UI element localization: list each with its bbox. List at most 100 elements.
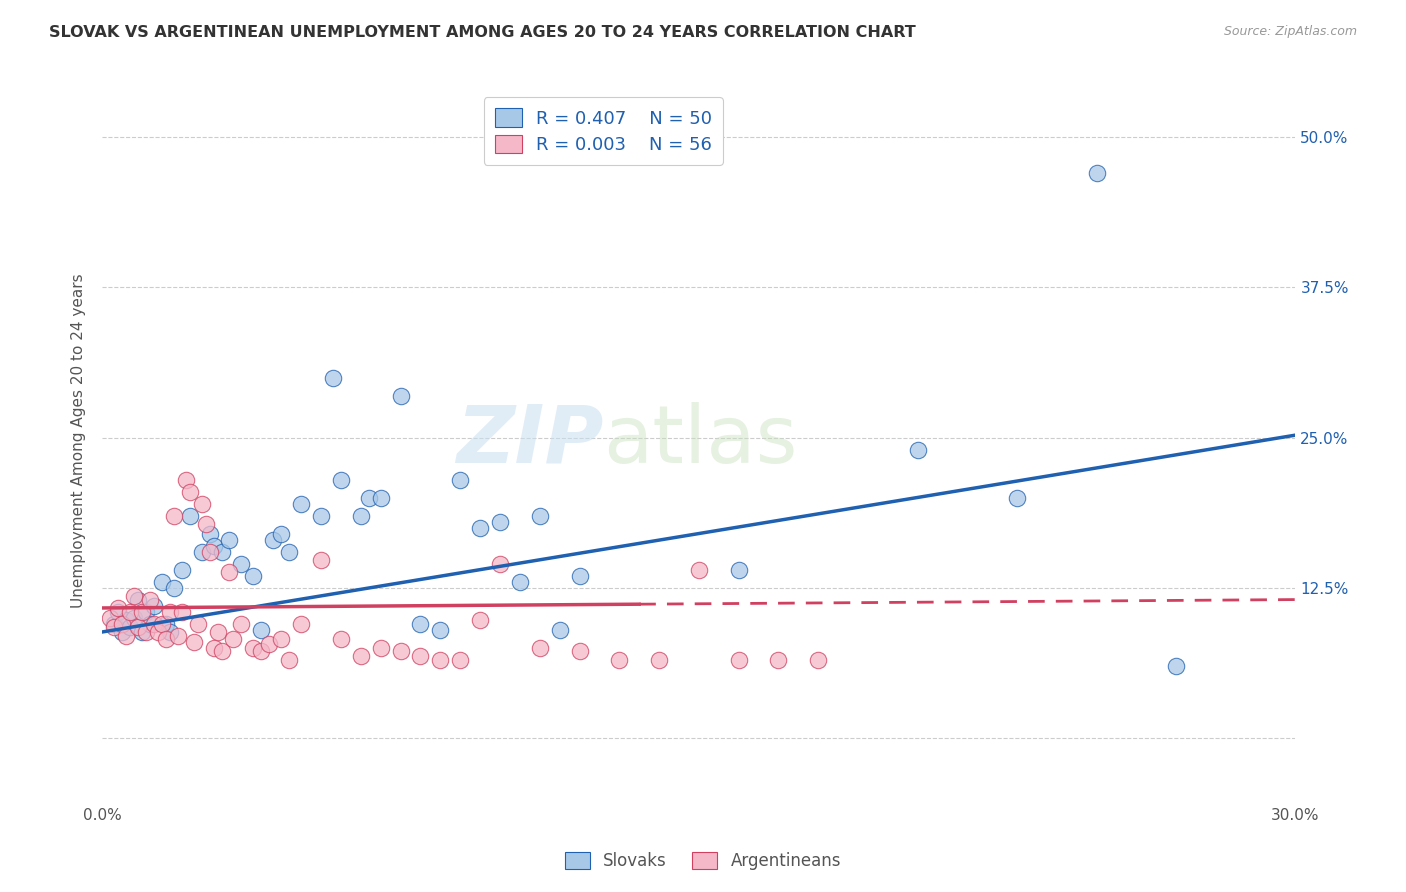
Point [118,605,141,619]
Point [107,601,129,615]
Point [207,624,229,639]
Point [1166,658,1188,673]
Point [179,508,201,523]
Point [127,592,149,607]
Point [202,640,225,655]
Point [389,388,412,402]
Point [322,370,344,384]
Point [98,610,121,624]
Point [548,623,571,637]
Point [174,473,197,487]
Point [103,620,125,634]
Point [211,644,233,658]
Point [179,484,201,499]
Point [242,568,264,582]
Point [231,616,253,631]
Point [187,616,209,631]
Point [278,544,301,558]
Point [139,592,162,607]
Point [449,473,471,487]
Point [250,644,273,658]
Point [907,442,929,457]
Point [170,563,193,577]
Point [489,515,512,529]
Point [409,616,432,631]
Point [350,648,373,663]
Point [211,544,233,558]
Point [429,623,451,637]
Point [429,652,451,666]
Point [242,640,264,655]
Point [262,533,284,547]
Point [202,539,225,553]
Point [529,508,551,523]
Legend: Slovaks, Argentineans: Slovaks, Argentineans [558,845,848,877]
Point [350,508,373,523]
Point [115,613,138,627]
Point [131,624,153,639]
Point [509,574,531,589]
Point [222,632,245,647]
Point [568,644,591,658]
Point [768,652,790,666]
Point [135,624,157,639]
Text: atlas: atlas [603,401,797,480]
Point [107,605,129,619]
Point [163,581,186,595]
Point [270,632,292,647]
Point [131,605,153,619]
Point [170,605,193,619]
Point [727,652,749,666]
Point [122,589,145,603]
Point [190,544,212,558]
Point [529,640,551,655]
Point [290,616,312,631]
Point [231,557,253,571]
Point [127,620,149,634]
Point [150,616,173,631]
Point [155,616,177,631]
Point [155,632,177,647]
Point [329,632,352,647]
Point [159,605,181,619]
Point [727,563,749,577]
Point [163,508,186,523]
Point [111,616,134,631]
Point [250,623,273,637]
Y-axis label: Unemployment Among Ages 20 to 24 years: Unemployment Among Ages 20 to 24 years [72,273,86,607]
Point [489,557,512,571]
Point [449,652,471,666]
Point [111,624,134,639]
Point [166,629,188,643]
Point [118,620,141,634]
Legend: R = 0.407    N = 50, R = 0.003    N = 56: R = 0.407 N = 50, R = 0.003 N = 56 [484,97,723,165]
Point [142,599,165,613]
Point [648,652,671,666]
Point [259,637,281,651]
Point [103,616,125,631]
Point [218,565,240,579]
Point [389,644,412,658]
Point [190,497,212,511]
Point [357,491,380,505]
Point [309,553,332,567]
Point [607,652,630,666]
Text: ZIP: ZIP [456,401,603,480]
Point [183,634,205,648]
Point [146,624,169,639]
Point [309,508,332,523]
Point [568,568,591,582]
Point [807,652,830,666]
Text: SLOVAK VS ARGENTINEAN UNEMPLOYMENT AMONG AGES 20 TO 24 YEARS CORRELATION CHART: SLOVAK VS ARGENTINEAN UNEMPLOYMENT AMONG… [49,25,915,40]
Point [270,526,292,541]
Point [370,640,392,655]
Point [468,613,491,627]
Point [1085,166,1108,180]
Point [115,629,138,643]
Point [142,616,165,631]
Point [290,497,312,511]
Text: Source: ZipAtlas.com: Source: ZipAtlas.com [1223,25,1357,38]
Point [198,544,221,558]
Point [218,533,240,547]
Point [329,473,352,487]
